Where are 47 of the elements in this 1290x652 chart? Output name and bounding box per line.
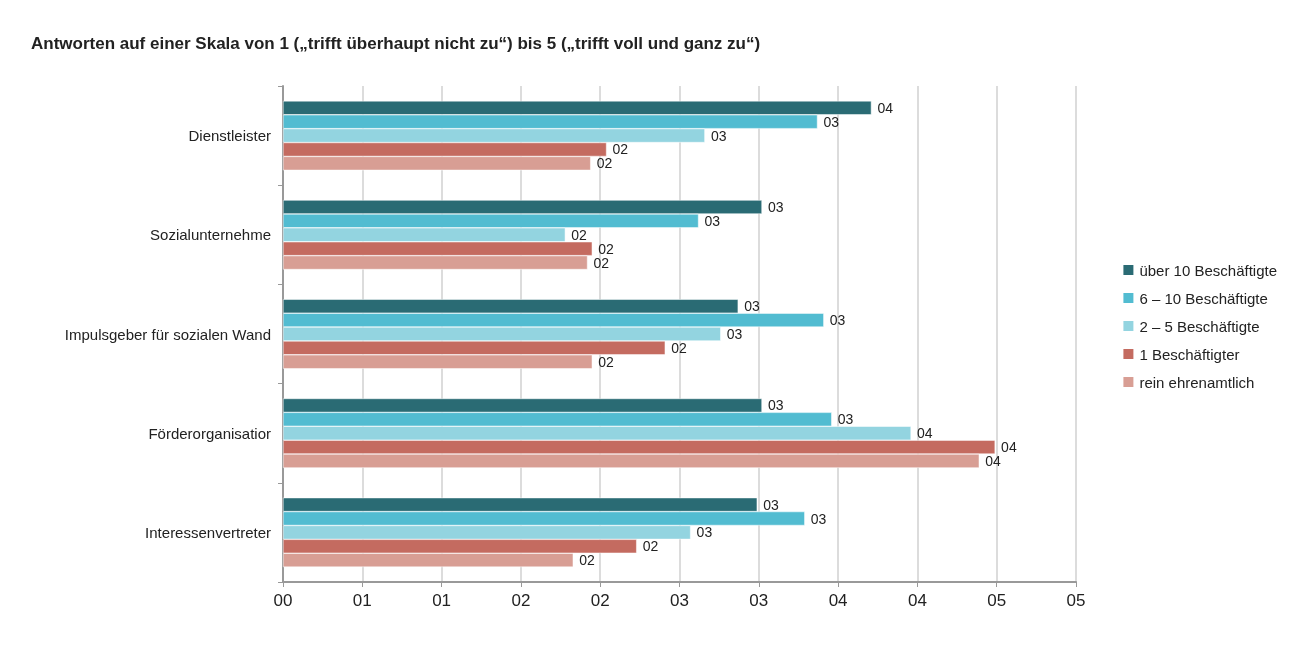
data-label: 04 xyxy=(1001,439,1017,456)
x-tick-label: 04 xyxy=(907,591,927,610)
data-label: 02 xyxy=(598,240,615,257)
x-tick-label: 05 xyxy=(987,591,1007,610)
data-label: 03 xyxy=(829,312,846,329)
data-label: 02 xyxy=(593,254,610,271)
data-label: 02 xyxy=(642,538,659,555)
data-label: 02 xyxy=(579,552,596,569)
x-tick-label: 01 xyxy=(432,591,452,610)
data-label: 03 xyxy=(810,510,827,527)
legend-label: 2 – 5 Beschäftigte xyxy=(1139,317,1260,335)
data-label: 03 xyxy=(767,397,784,414)
y-tick-label: Interessenvertreter xyxy=(145,523,271,541)
chart-title: Antworten auf einer Skala von 1 („trifft überhaupt nicht zu“) bis 5 („trifft voll und ganz zu“) xyxy=(31,34,761,53)
data-label: 03 xyxy=(696,524,713,541)
data-label: 03 xyxy=(726,326,743,342)
x-tick-label: 02 xyxy=(511,591,531,610)
y-tick-label: Sozialunternehme xyxy=(150,226,271,244)
data-label: 03 xyxy=(704,212,721,229)
data-label: 03 xyxy=(710,127,727,144)
x-tick-label: 04 xyxy=(828,591,848,610)
y-tick-label: Dienstleister xyxy=(188,127,271,145)
data-label: 03 xyxy=(744,298,760,315)
x-tick-label: 00 xyxy=(273,591,293,610)
data-label: 02 xyxy=(598,353,615,370)
data-label: 03 xyxy=(767,199,784,216)
data-label: 04 xyxy=(877,99,894,116)
data-label: 02 xyxy=(612,141,629,158)
data-label: 04 xyxy=(985,452,1002,469)
x-tick-label: 03 xyxy=(749,591,769,610)
legend-label: 1 Beschäftigter xyxy=(1139,345,1240,363)
data-label: 02 xyxy=(596,155,613,172)
legend-label: rein ehrenamtlich xyxy=(1139,373,1255,391)
legend-label: über 10 Beschäftigte xyxy=(1139,261,1277,279)
x-tick-label: 02 xyxy=(590,591,610,610)
legend-label: 6 – 10 Beschäftigte xyxy=(1139,289,1268,307)
data-label: 03 xyxy=(837,411,854,428)
data-label: 03 xyxy=(823,113,840,130)
data-label: 03 xyxy=(763,496,779,513)
x-tick-label: 01 xyxy=(352,591,372,610)
data-label: 02 xyxy=(671,339,688,356)
x-tick-label: 03 xyxy=(670,591,689,610)
data-label: 02 xyxy=(571,226,588,243)
y-tick-label: Förderorganisatior xyxy=(148,424,271,442)
x-tick-label: 05 xyxy=(1066,591,1086,610)
y-tick-label: Impulsgeber für sozialen Wand xyxy=(64,325,271,343)
data-label: 04 xyxy=(917,425,933,442)
